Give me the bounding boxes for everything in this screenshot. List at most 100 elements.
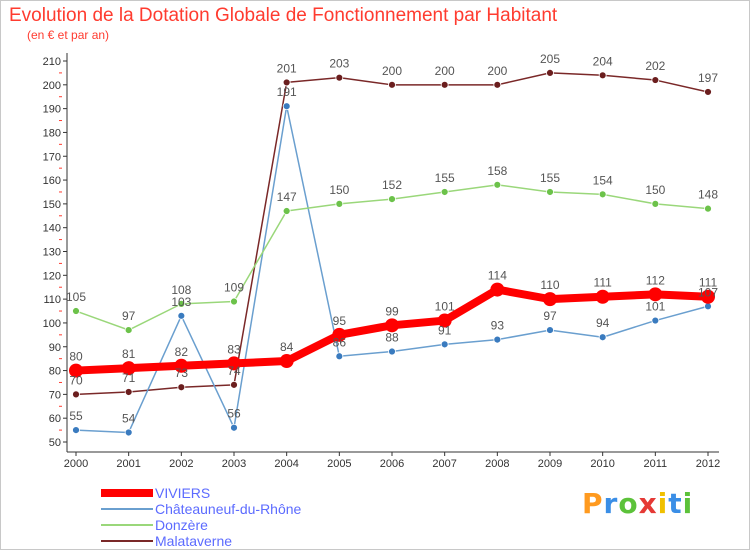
data-label: 191: [277, 85, 297, 99]
data-label: 197: [698, 71, 718, 85]
data-label: 203: [329, 57, 349, 71]
data-label: 82: [175, 345, 189, 359]
legend-label: VIVIERS: [155, 485, 211, 501]
y-tick-label: 140: [43, 223, 61, 235]
data-point: [72, 307, 80, 315]
y-tick-label: 190: [43, 104, 61, 116]
data-label: 84: [280, 340, 294, 354]
data-label: 150: [329, 183, 349, 197]
data-point: [72, 390, 80, 399]
y-tick-label: 130: [43, 247, 61, 259]
y-tick-label: 70: [49, 389, 61, 401]
data-label: 205: [540, 52, 560, 66]
data-point: [704, 302, 712, 311]
data-label: 158: [487, 164, 507, 178]
logo-letter: P: [582, 487, 604, 520]
x-tick-label: 2001: [116, 458, 140, 470]
legend-label: Malataverne: [155, 533, 233, 549]
data-label: 91: [438, 323, 452, 337]
y-tick-label: 90: [49, 342, 61, 354]
data-label: 150: [645, 183, 665, 197]
y-tick-label: 100: [43, 318, 61, 330]
data-point: [332, 327, 347, 342]
x-tick-label: 2008: [485, 458, 509, 470]
data-point: [493, 180, 502, 189]
data-point: [437, 313, 452, 328]
data-label: 114: [488, 269, 507, 283]
data-point: [177, 383, 186, 392]
data-label: 71: [122, 371, 136, 385]
data-label: 55: [69, 409, 83, 423]
data-point: [335, 199, 344, 208]
y-tick-label: 200: [43, 80, 61, 92]
legend-swatch-donzere: [101, 524, 153, 526]
data-label: 112: [646, 273, 665, 287]
logo-letter: i: [682, 487, 694, 520]
data-point: [124, 326, 133, 334]
x-tick-label: 2011: [644, 458, 668, 470]
y-tick-label: 170: [43, 151, 61, 163]
data-point: [385, 318, 399, 333]
data-label: 88: [385, 331, 399, 345]
data-label: 95: [333, 314, 347, 328]
series-line-1: [75, 105, 709, 434]
legend-swatch-malataverne: [101, 540, 153, 542]
logo-letter: i: [657, 487, 669, 520]
data-point: [651, 76, 660, 84]
x-tick-label: 2006: [380, 458, 404, 470]
y-tick-label: 80: [49, 366, 61, 378]
data-label: 107: [698, 285, 718, 299]
logo-letter: x: [638, 487, 658, 520]
data-point: [490, 282, 505, 297]
data-point: [69, 363, 83, 378]
data-label: 147: [277, 190, 297, 204]
data-label: 97: [543, 309, 557, 323]
data-point: [121, 361, 136, 376]
data-label: 201: [277, 61, 297, 75]
data-label: 101: [645, 300, 665, 314]
y-tick-label: 50: [49, 437, 61, 449]
data-point: [546, 188, 554, 196]
data-label: 80: [69, 350, 83, 364]
y-tick-label: 210: [43, 56, 61, 68]
data-label: 56: [227, 407, 241, 421]
data-point: [493, 335, 502, 344]
data-point: [230, 423, 238, 432]
data-label: 81: [122, 347, 136, 361]
x-tick-label: 2003: [222, 458, 246, 470]
data-label: 110: [540, 278, 559, 292]
data-label: 148: [698, 188, 718, 202]
logo-letter: r: [603, 487, 619, 520]
data-point: [124, 428, 133, 437]
series-line-3: [75, 72, 709, 396]
data-point: [704, 204, 712, 213]
y-tick-label: 110: [43, 294, 61, 306]
data-point: [543, 292, 557, 307]
data-point: [704, 88, 712, 96]
data-label: 101: [435, 300, 455, 314]
data-point: [648, 287, 663, 302]
data-label: 54: [122, 411, 136, 425]
data-label: 74: [227, 364, 241, 378]
x-tick-label: 2004: [274, 458, 298, 470]
y-tick-label: 180: [43, 127, 61, 139]
data-label: 111: [594, 276, 613, 290]
data-point: [72, 426, 80, 434]
data-label: 70: [69, 373, 83, 387]
y-tick-label: 160: [43, 175, 61, 187]
data-point: [177, 311, 186, 320]
data-point: [388, 347, 396, 356]
y-tick-label: 120: [43, 270, 61, 282]
logo-letter: o: [618, 487, 639, 520]
data-point: [124, 388, 133, 396]
data-label: 103: [171, 295, 191, 309]
y-tick-label: 150: [43, 199, 61, 211]
data-label: 204: [593, 54, 613, 68]
data-point: [440, 340, 449, 349]
x-tick-label: 2000: [64, 458, 88, 470]
data-label: 93: [491, 319, 505, 333]
data-point: [177, 299, 186, 308]
data-point: [388, 195, 396, 204]
legend-label: Donzère: [155, 517, 208, 533]
